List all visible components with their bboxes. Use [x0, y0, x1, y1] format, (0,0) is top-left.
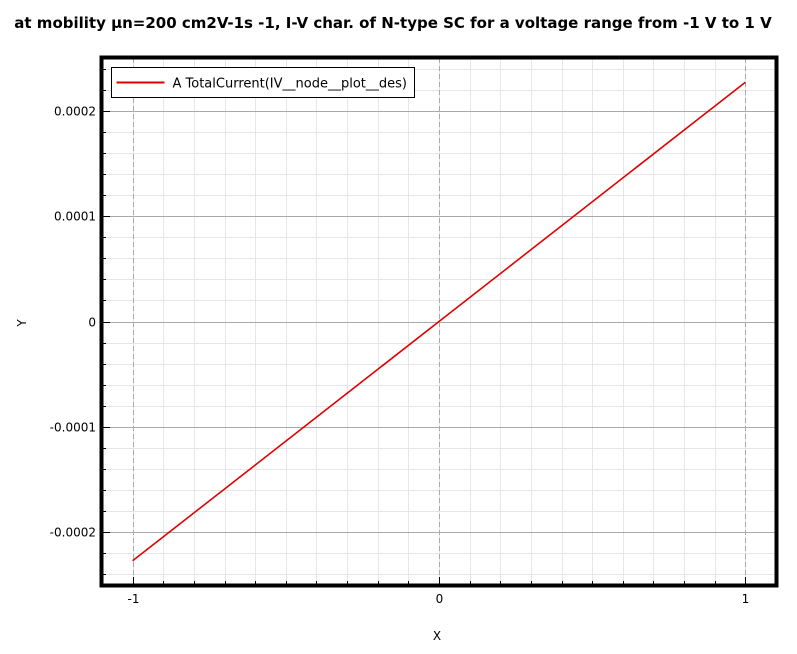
y-tick-label: -0.0002	[50, 526, 96, 540]
x-tick-label: 0	[436, 592, 444, 606]
legend-label: A TotalCurrent(IV__node__plot__des)	[173, 77, 407, 92]
x-axis-label: X	[433, 629, 441, 643]
x-tick-label: 1	[742, 592, 750, 606]
chart-title: at mobility μn=200 cm2V-1s -1, I-V char.…	[14, 14, 772, 32]
y-tick-label: -0.0001	[50, 421, 96, 435]
series-group	[132, 81, 746, 562]
y-tick-label: 0.0002	[54, 105, 96, 119]
axis-ticks: -1 0 1 0.0002 0.0001 0 -0.0001 -0.0002	[50, 69, 777, 606]
plot-frame	[99, 55, 779, 588]
y-axis-label: Y	[15, 319, 29, 328]
series-line-total-current	[132, 81, 746, 562]
y-tick-label: 0.0001	[54, 210, 96, 224]
x-tick-label: -1	[128, 592, 140, 606]
y-tick-label: 0	[88, 316, 96, 330]
legend: A TotalCurrent(IV__node__plot__des)	[111, 67, 415, 98]
